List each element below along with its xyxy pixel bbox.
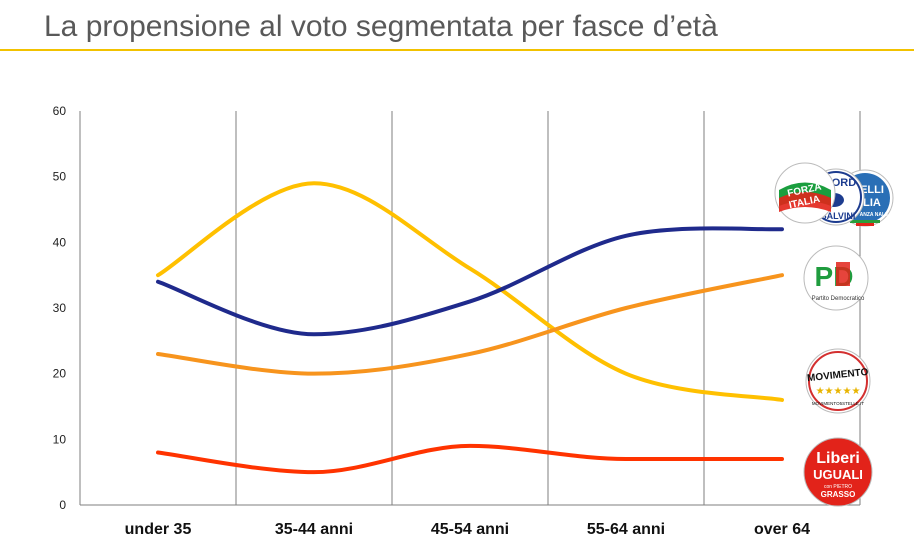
series-line-liberi-e-uguali [156,443,784,475]
y-tick-label: 50 [53,170,67,184]
data-point [781,458,783,460]
leu-line2: UGUALI [813,467,863,482]
data-point [469,445,471,447]
x-tick-label: under 35 [125,521,192,538]
series-line-partito-democratico [156,273,784,376]
y-tick-label: 10 [53,432,67,446]
data-point [781,228,783,230]
movimento-5-stelle-logo: MOVIMENTO ★★★★★ MOVIMENTO5STELLE.IT [805,348,871,414]
page-title: La propensione al voto segmentata per fa… [44,10,718,43]
m5s-url: MOVIMENTO5STELLE.IT [812,401,864,406]
y-tick-label: 20 [53,367,67,381]
partito-democratico-logo: PD Partito Democratico [803,245,869,311]
leu-small: con PIETRO [824,484,852,490]
data-point [157,353,159,355]
lega-bottom: SALVINI [821,211,856,221]
data-point [625,458,627,460]
data-point [781,399,783,401]
x-tick-label: 45-54 anni [431,521,509,538]
data-point [313,373,315,375]
x-axis: under 35 35-44 anni 45-54 anni 55-64 anni ov… [125,521,810,538]
data-point [157,274,159,276]
y-tick-label: 0 [59,498,66,512]
x-tick-label: 35-44 anni [275,521,353,538]
data-point [625,235,627,237]
x-tick-label: 55-64 anni [587,521,665,538]
pd-caption: Partito Democratico [812,296,865,302]
leu-name: GRASSO [821,490,856,499]
data-point [157,451,159,453]
data-point [625,373,627,375]
data-point [469,300,471,302]
data-point [313,333,315,335]
fdi-small: ANZA NALE [860,212,889,218]
y-axis: 0 10 20 30 40 50 60 [53,104,67,512]
fdi-line2: LIA [863,197,881,209]
data-point [469,268,471,270]
data-point [157,281,159,283]
data-point [313,182,315,184]
y-tick-label: 60 [53,104,67,118]
data-point [781,274,783,276]
series-lines [156,181,784,475]
liberi-e-uguali-logo: Liberi UGUALI con PIETRO GRASSO [803,437,873,507]
m5s-stars: ★★★★★ [816,386,861,397]
y-tick-label: 30 [53,301,67,315]
forza-italia-logo: FORZA ITALIA [774,162,836,224]
title-underline [0,49,914,51]
fdi-line1: ELLI [860,184,884,196]
series-line-centrodestras [156,226,784,337]
y-tick-label: 40 [53,235,67,249]
data-point [625,307,627,309]
x-tick-label: over 64 [754,521,810,538]
leu-line1: Liberi [816,450,860,467]
data-point [469,353,471,355]
data-point [313,471,315,473]
centrodestra-logos: ELLI LIA ANZA NALE NORD SALVINI FORZA IT… [774,162,894,227]
